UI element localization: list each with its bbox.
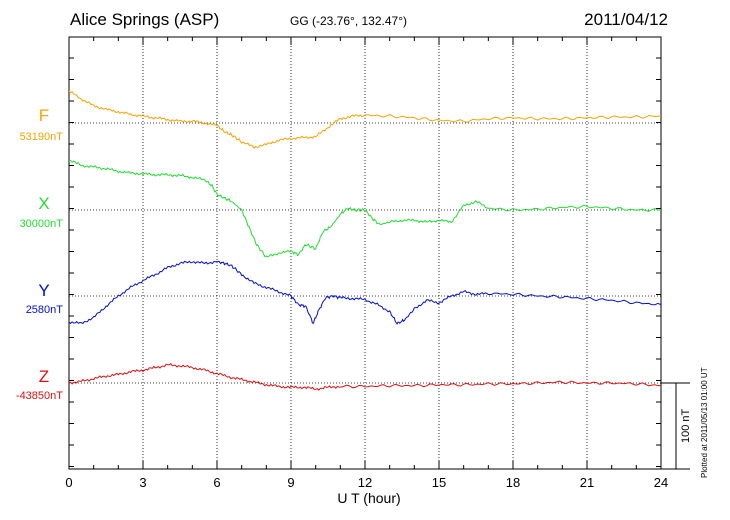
x-axis-label: U T (hour) [337, 490, 401, 506]
channel-letter-f: F [38, 106, 50, 125]
series-line-x [68, 159, 662, 258]
x-tick-label: 0 [65, 475, 72, 490]
series-line-y [68, 260, 662, 325]
series-line-z [68, 363, 661, 391]
channel-baseline-f: 53190nT [19, 131, 63, 143]
x-tick-label: 18 [506, 475, 520, 490]
x-tick-label: 9 [287, 475, 294, 490]
x-tick-label: 6 [213, 475, 220, 490]
channel-baseline-z: -43850nT [15, 390, 63, 402]
plotted-timestamp: Plotted at 2011/05/13 01:00 UT [700, 367, 709, 478]
channel-baseline-x: 30000nT [19, 218, 63, 230]
x-tick-label: 24 [654, 475, 668, 490]
channel-baseline-y: 2580nT [25, 304, 63, 316]
channel-letter-x: X [38, 194, 50, 213]
series-line-f [68, 90, 662, 149]
station-title: Alice Springs (ASP) [70, 10, 220, 29]
chart-date: 2011/04/12 [584, 10, 668, 29]
scale-bar-label: 100 nT [680, 408, 692, 443]
x-tick-label: 15 [432, 475, 446, 490]
x-tick-label: 3 [139, 475, 146, 490]
x-tick-label: 12 [358, 475, 372, 490]
channel-letter-z: Z [38, 367, 50, 386]
channel-letter-y: Y [38, 281, 50, 300]
x-tick-label: 21 [580, 475, 594, 490]
station-coordinates: GG (-23.76°, 132.47°) [290, 14, 407, 28]
